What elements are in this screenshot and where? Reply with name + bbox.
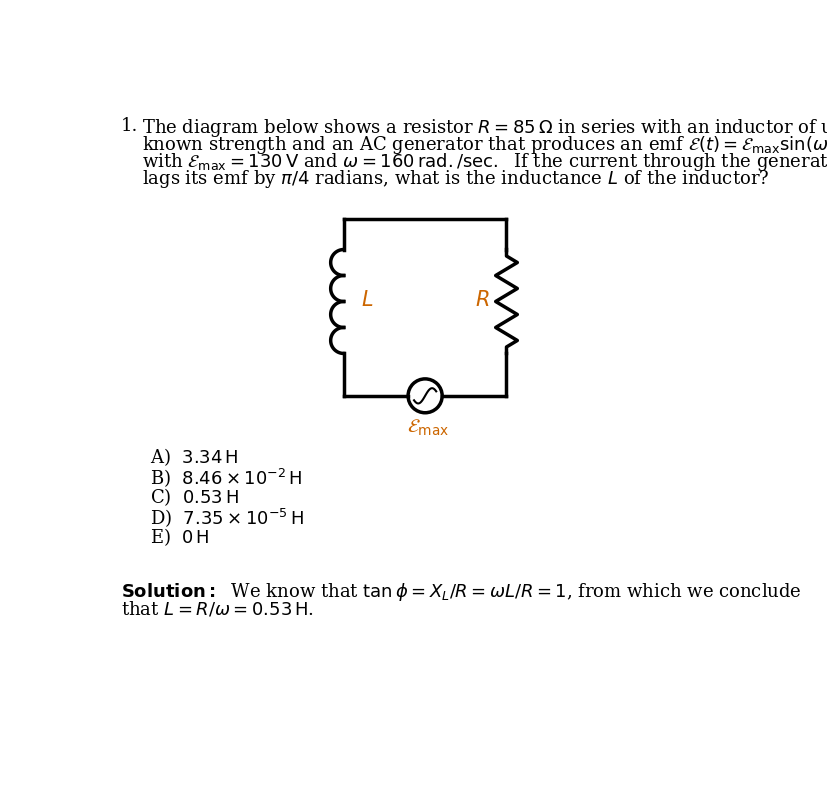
Text: $\mathbf{Solution:}$  We know that $\tan\phi = X_L/R = \omega L/R = 1$, from whi: $\mathbf{Solution:}$ We know that $\tan\… [121, 580, 801, 603]
Text: that $L = R/\omega = 0.53\,\mathrm{H}$.: that $L = R/\omega = 0.53\,\mathrm{H}$. [121, 599, 313, 618]
Text: $\mathcal{E}_{\mathrm{max}}$: $\mathcal{E}_{\mathrm{max}}$ [407, 417, 449, 438]
Text: with $\mathcal{E}_{\mathrm{max}} = 130\,\mathrm{V}$ and $\omega = 160\,\mathrm{r: with $\mathcal{E}_{\mathrm{max}} = 130\,… [142, 151, 827, 173]
Text: lags its emf by $\pi/4$ radians, what is the inductance $L$ of the inductor?: lags its emf by $\pi/4$ radians, what is… [142, 168, 769, 190]
Text: known strength and an AC generator that produces an emf $\mathcal{E}(t) = \mathc: known strength and an AC generator that … [142, 134, 827, 156]
Text: E)  $0\,\mathrm{H}$: E) $0\,\mathrm{H}$ [150, 526, 209, 548]
Text: The diagram below shows a resistor $R = 85\,\Omega$ in series with an inductor o: The diagram below shows a resistor $R = … [142, 117, 827, 139]
Text: $R$: $R$ [475, 290, 489, 310]
Text: C)  $0.53\,\mathrm{H}$: C) $0.53\,\mathrm{H}$ [150, 486, 239, 508]
Text: 1.: 1. [121, 117, 138, 135]
Text: $L$: $L$ [361, 290, 373, 310]
Text: B)  $8.46 \times 10^{-2}\,\mathrm{H}$: B) $8.46 \times 10^{-2}\,\mathrm{H}$ [150, 466, 303, 489]
Text: A)  $3.34\,\mathrm{H}$: A) $3.34\,\mathrm{H}$ [150, 446, 238, 468]
Text: D)  $7.35 \times 10^{-5}\,\mathrm{H}$: D) $7.35 \times 10^{-5}\,\mathrm{H}$ [150, 506, 304, 529]
